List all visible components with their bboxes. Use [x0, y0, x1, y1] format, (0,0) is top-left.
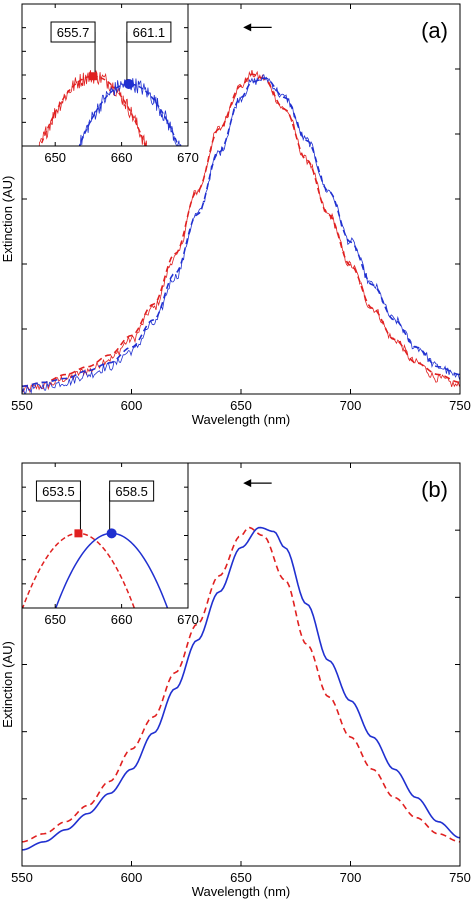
annotation-box: [35, 480, 81, 502]
annotation-box: [126, 21, 172, 43]
y-axis-label: Extinction (AU): [0, 641, 15, 728]
plot-area: [22, 526, 460, 851]
annotation-box: [50, 21, 96, 43]
series-line-3: [22, 77, 460, 387]
inset-series-line-1: [55, 532, 169, 608]
inset-x-tick-label: 670: [177, 150, 199, 165]
annotation-box: [109, 480, 155, 502]
x-tick-label: 700: [340, 398, 362, 413]
inset: 653.5 658.5: [21, 462, 189, 609]
x-tick-label: 750: [449, 398, 471, 413]
series-line-2: [22, 73, 460, 394]
x-tick-label: 600: [121, 398, 143, 413]
x-axis-label: Wavelength (nm): [192, 412, 291, 427]
peak-annotation-label: 653.5: [42, 484, 75, 499]
x-axis-label: Wavelength (nm): [192, 884, 291, 899]
peak-annotation-label: 658.5: [115, 484, 148, 499]
plot-area: [22, 69, 460, 394]
inset-plot-area: [22, 532, 169, 608]
x-tick-label: 650: [230, 398, 252, 413]
inset-series-line-2: [79, 78, 182, 146]
inset-series-line-3: [78, 83, 180, 146]
shift-arrow-head: [243, 479, 252, 488]
peak-marker-square: [74, 529, 83, 538]
inset-x-tick-label: 650: [44, 612, 66, 627]
peak-marker-square: [89, 72, 98, 81]
x-tick-label: 550: [11, 398, 33, 413]
inset-x-tick-label: 650: [44, 150, 66, 165]
peak-annotation-label: 655.7: [57, 25, 90, 40]
series-line-1: [22, 526, 460, 851]
x-tick-label: 550: [11, 870, 33, 885]
inset-x-tick-label: 660: [111, 612, 133, 627]
peak-marker-circle: [123, 79, 134, 89]
x-tick-label: 600: [121, 870, 143, 885]
inset-plot-area: [38, 69, 182, 146]
inset-series-line-0: [38, 69, 148, 146]
inset-series-line-0: [22, 532, 136, 608]
x-tick-label: 650: [230, 870, 252, 885]
panel-label: (a): [421, 18, 448, 43]
inset: 655.7 661.1: [21, 3, 189, 147]
panel-label: (b): [421, 477, 448, 502]
peak-annotation-label: 661.1: [133, 25, 166, 40]
series-line-1: [22, 73, 460, 387]
peak-marker-circle: [106, 528, 117, 539]
x-tick-label: 750: [449, 870, 471, 885]
shift-arrow-head: [243, 23, 252, 32]
panel-a: 550 600 650 700 750 Wavelength (nm) Extinction…: [0, 3, 471, 427]
panel-b: 550 600 650 700 750 Wavelength (nm) Extinction…: [0, 462, 471, 899]
inset-series-line-1: [39, 75, 147, 146]
y-axis-label: Extinction (AU): [0, 176, 15, 263]
x-tick-label: 700: [340, 870, 362, 885]
inset-x-tick-label: 670: [177, 612, 199, 627]
inset-x-tick-label: 660: [111, 150, 133, 165]
